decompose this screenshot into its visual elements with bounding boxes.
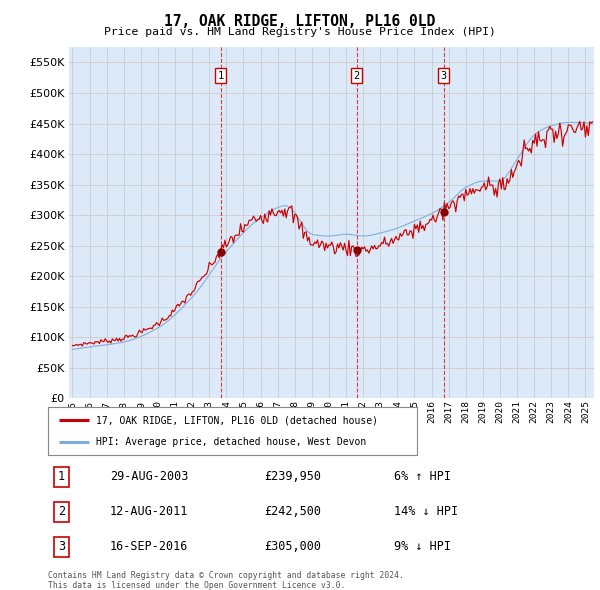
Text: Contains HM Land Registry data © Crown copyright and database right 2024.: Contains HM Land Registry data © Crown c…: [48, 571, 404, 579]
Text: 12-AUG-2011: 12-AUG-2011: [110, 505, 188, 519]
Text: 3: 3: [58, 540, 65, 553]
Text: 17, OAK RIDGE, LIFTON, PL16 0LD: 17, OAK RIDGE, LIFTON, PL16 0LD: [164, 14, 436, 28]
Text: 16-SEP-2016: 16-SEP-2016: [110, 540, 188, 553]
Text: 1: 1: [218, 71, 224, 81]
Text: £305,000: £305,000: [264, 540, 321, 553]
Text: HPI: Average price, detached house, West Devon: HPI: Average price, detached house, West…: [96, 437, 366, 447]
Text: £242,500: £242,500: [264, 505, 321, 519]
Text: 17, OAK RIDGE, LIFTON, PL16 0LD (detached house): 17, OAK RIDGE, LIFTON, PL16 0LD (detache…: [96, 415, 378, 425]
Text: Price paid vs. HM Land Registry's House Price Index (HPI): Price paid vs. HM Land Registry's House …: [104, 27, 496, 37]
Text: £239,950: £239,950: [264, 470, 321, 483]
Text: 2: 2: [353, 71, 360, 81]
Text: This data is licensed under the Open Government Licence v3.0.: This data is licensed under the Open Gov…: [48, 581, 346, 590]
Text: 2: 2: [58, 505, 65, 519]
Text: 29-AUG-2003: 29-AUG-2003: [110, 470, 188, 483]
Text: 1: 1: [58, 470, 65, 483]
Text: 9% ↓ HPI: 9% ↓ HPI: [394, 540, 451, 553]
Text: 6% ↑ HPI: 6% ↑ HPI: [394, 470, 451, 483]
Text: 3: 3: [440, 71, 447, 81]
Text: 14% ↓ HPI: 14% ↓ HPI: [394, 505, 458, 519]
